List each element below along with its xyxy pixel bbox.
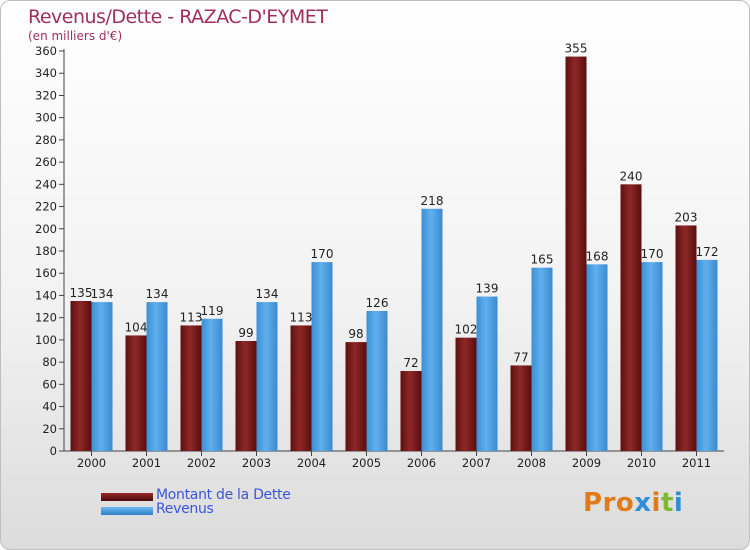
data-label-dette: 102: [455, 323, 478, 337]
y-tick-label: 340: [35, 66, 57, 80]
x-tick-label: 2006: [407, 456, 436, 470]
logo-letter: P: [583, 488, 603, 518]
chart-title: Revenus/Dette - RAZAC-D'EYMET: [28, 6, 328, 28]
y-tick-label: 60: [42, 377, 57, 391]
bar-dette: [455, 337, 477, 451]
bar-revenus: [421, 208, 443, 451]
y-tick-label: 0: [50, 444, 57, 458]
y-tick-label: 120: [35, 311, 57, 325]
chart-subtitle: (en milliers d'€): [28, 29, 123, 43]
y-tick-label: 300: [35, 111, 57, 125]
x-tick-label: 2005: [352, 456, 381, 470]
logo-letter: x: [634, 488, 652, 518]
x-tick-label: 2010: [627, 456, 656, 470]
bar-dette: [620, 184, 642, 452]
data-label-dette: 72: [403, 356, 418, 370]
legend-swatch-revenus: [101, 507, 153, 515]
y-tick-label: 260: [35, 155, 57, 169]
bar-revenus: [311, 262, 333, 451]
data-label-revenus: 218: [421, 194, 444, 208]
bar-dette: [290, 325, 312, 451]
data-label-revenus: 168: [586, 249, 609, 263]
legend-label-revenus: Revenus: [156, 501, 214, 517]
y-tick-label: 140: [35, 288, 57, 302]
data-label-dette: 355: [565, 42, 588, 56]
data-label-revenus: 134: [256, 287, 279, 301]
data-label-revenus: 119: [201, 304, 224, 318]
data-label-revenus: 170: [641, 247, 664, 261]
y-tick-label: 80: [42, 355, 57, 369]
bar-revenus: [641, 262, 663, 451]
y-tick-label: 180: [35, 244, 57, 258]
x-tick-label: 2002: [187, 456, 216, 470]
x-tick-label: 2008: [517, 456, 546, 470]
data-label-dette: 240: [620, 169, 643, 183]
logo-letter: i: [651, 488, 661, 518]
bar-revenus: [696, 259, 718, 451]
x-tick-label: 2000: [77, 456, 106, 470]
data-label-revenus: 139: [476, 282, 499, 296]
bar-dette: [180, 325, 202, 451]
data-label-revenus: 165: [531, 253, 554, 267]
bar-dette: [125, 335, 147, 451]
y-tick-label: 40: [42, 400, 57, 414]
bar-revenus: [201, 318, 223, 451]
data-label-revenus: 126: [366, 296, 389, 310]
y-tick-label: 20: [42, 422, 57, 436]
y-tick-label: 240: [35, 177, 57, 191]
y-tick-label: 360: [35, 44, 57, 58]
data-label-revenus: 134: [91, 287, 114, 301]
x-tick-label: 2004: [297, 456, 326, 470]
legend-swatch-dette: [101, 493, 153, 501]
data-label-dette: 113: [290, 310, 313, 324]
data-label-revenus: 170: [311, 247, 334, 261]
data-label-revenus: 172: [696, 245, 719, 259]
logo-letter: o: [615, 488, 635, 518]
data-label-dette: 99: [238, 326, 253, 340]
x-tick-label: 2001: [132, 456, 161, 470]
bar-dette: [565, 56, 587, 452]
data-label-dette: 77: [513, 350, 528, 364]
bar-revenus: [586, 264, 608, 451]
bar-dette: [70, 301, 92, 451]
data-label-dette: 135: [70, 286, 93, 300]
y-tick-label: 100: [35, 333, 57, 347]
bar-dette: [235, 341, 257, 451]
bar-revenus: [366, 311, 388, 451]
proxiti-logo: Proxiti: [583, 488, 683, 518]
data-label-dette: 203: [675, 210, 698, 224]
bar-dette: [345, 342, 367, 451]
bar-revenus: [256, 302, 278, 451]
y-tick-label: 200: [35, 222, 57, 236]
data-label-dette: 113: [180, 310, 203, 324]
legend-label-dette: Montant de la Dette: [156, 487, 291, 503]
data-label-revenus: 134: [146, 287, 169, 301]
data-label-dette: 104: [125, 320, 148, 334]
bar-revenus: [531, 267, 553, 451]
y-tick-label: 280: [35, 133, 57, 147]
logo-letter: r: [602, 488, 616, 518]
bar-dette: [675, 225, 697, 451]
y-tick-label: 320: [35, 88, 57, 102]
x-tick-label: 2011: [682, 456, 711, 470]
logo-letter: i: [673, 488, 684, 518]
y-tick-label: 220: [35, 200, 57, 214]
x-tick-label: 2007: [462, 456, 491, 470]
bar-dette: [510, 365, 532, 451]
y-tick-label: 160: [35, 266, 57, 280]
x-tick-label: 2003: [242, 456, 271, 470]
data-label-dette: 98: [348, 327, 363, 341]
bar-revenus: [146, 302, 168, 451]
bar-dette: [400, 371, 422, 451]
bar-revenus: [476, 296, 498, 451]
logo-letter: t: [660, 488, 674, 518]
x-tick-label: 2009: [572, 456, 601, 470]
bar-revenus: [91, 302, 113, 451]
